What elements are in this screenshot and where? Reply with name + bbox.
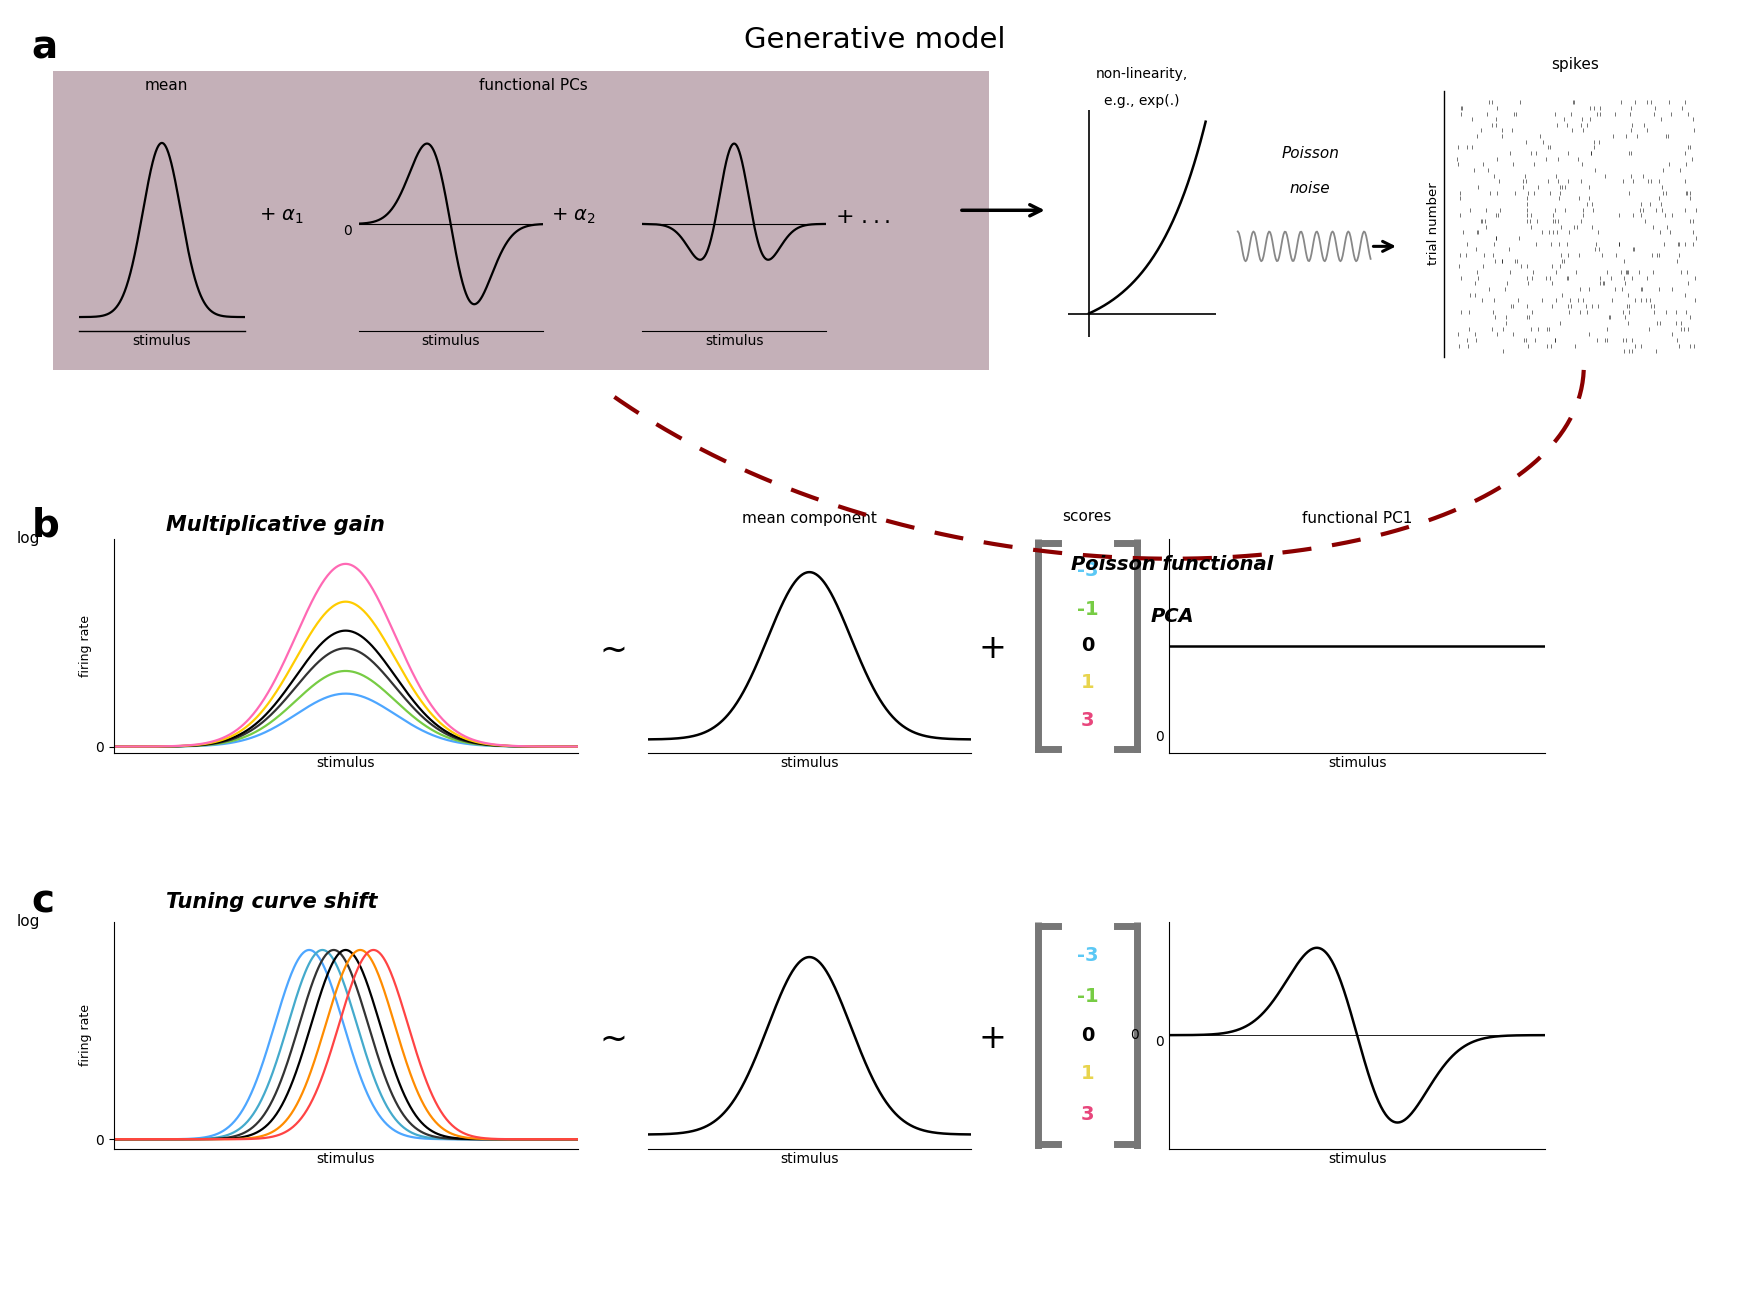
Text: -3: -3 xyxy=(1076,561,1099,580)
Text: 3: 3 xyxy=(1082,711,1094,731)
Text: $+\ ...$: $+\ ...$ xyxy=(835,206,891,227)
Text: 0: 0 xyxy=(1155,1036,1164,1049)
X-axis label: stimulus: stimulus xyxy=(705,334,763,348)
Text: -1: -1 xyxy=(1076,986,1099,1006)
Text: log: log xyxy=(16,914,40,929)
Text: PCA: PCA xyxy=(1152,607,1194,626)
X-axis label: stimulus: stimulus xyxy=(780,1151,838,1166)
Text: c: c xyxy=(31,883,54,920)
Text: -1: -1 xyxy=(1076,600,1099,619)
Text: Multiplicative gain: Multiplicative gain xyxy=(166,515,385,535)
Text: +: + xyxy=(978,632,1006,666)
Text: Generative model: Generative model xyxy=(744,26,1006,55)
Text: log: log xyxy=(16,531,40,546)
Text: 0: 0 xyxy=(1082,1025,1094,1045)
Text: Poisson functional: Poisson functional xyxy=(1071,556,1274,574)
Text: functional PCs: functional PCs xyxy=(480,78,588,93)
Text: 0: 0 xyxy=(1130,1028,1139,1042)
Text: 0: 0 xyxy=(1155,731,1164,744)
Text: 3: 3 xyxy=(1082,1105,1094,1124)
X-axis label: stimulus: stimulus xyxy=(133,334,191,348)
Text: b: b xyxy=(31,506,60,544)
Text: $+\ \alpha_1$: $+\ \alpha_1$ xyxy=(259,208,304,226)
X-axis label: stimulus: stimulus xyxy=(422,334,480,348)
Text: a: a xyxy=(31,29,58,66)
Text: e.g., exp(.): e.g., exp(.) xyxy=(1104,93,1180,108)
Text: 1: 1 xyxy=(1082,1064,1094,1084)
Text: $\sim$: $\sim$ xyxy=(593,1022,625,1055)
Text: Tuning curve shift: Tuning curve shift xyxy=(166,892,378,911)
Text: +: + xyxy=(978,1022,1006,1055)
Text: mean component: mean component xyxy=(742,511,877,526)
Text: Poisson: Poisson xyxy=(1281,147,1339,161)
Text: 0: 0 xyxy=(1082,636,1094,655)
Text: spikes: spikes xyxy=(1550,57,1600,73)
Text: noise: noise xyxy=(1290,180,1330,196)
Text: non-linearity,: non-linearity, xyxy=(1096,66,1188,80)
X-axis label: stimulus: stimulus xyxy=(1328,1151,1386,1166)
Y-axis label: firing rate: firing rate xyxy=(79,1005,93,1066)
Text: mean: mean xyxy=(145,78,187,93)
Text: scores: scores xyxy=(1062,509,1111,524)
X-axis label: stimulus: stimulus xyxy=(1328,755,1386,770)
Y-axis label: firing rate: firing rate xyxy=(79,615,93,676)
X-axis label: stimulus: stimulus xyxy=(780,755,838,770)
Text: $\sim$: $\sim$ xyxy=(593,632,625,666)
X-axis label: stimulus: stimulus xyxy=(317,1151,374,1166)
Text: -3: -3 xyxy=(1076,946,1099,966)
Text: 0: 0 xyxy=(343,225,352,238)
X-axis label: stimulus: stimulus xyxy=(317,755,374,770)
Text: $+\ \alpha_2$: $+\ \alpha_2$ xyxy=(551,208,597,226)
Text: 1: 1 xyxy=(1082,672,1094,692)
Y-axis label: trial number: trial number xyxy=(1426,183,1440,265)
Text: functional PC1: functional PC1 xyxy=(1302,511,1412,526)
